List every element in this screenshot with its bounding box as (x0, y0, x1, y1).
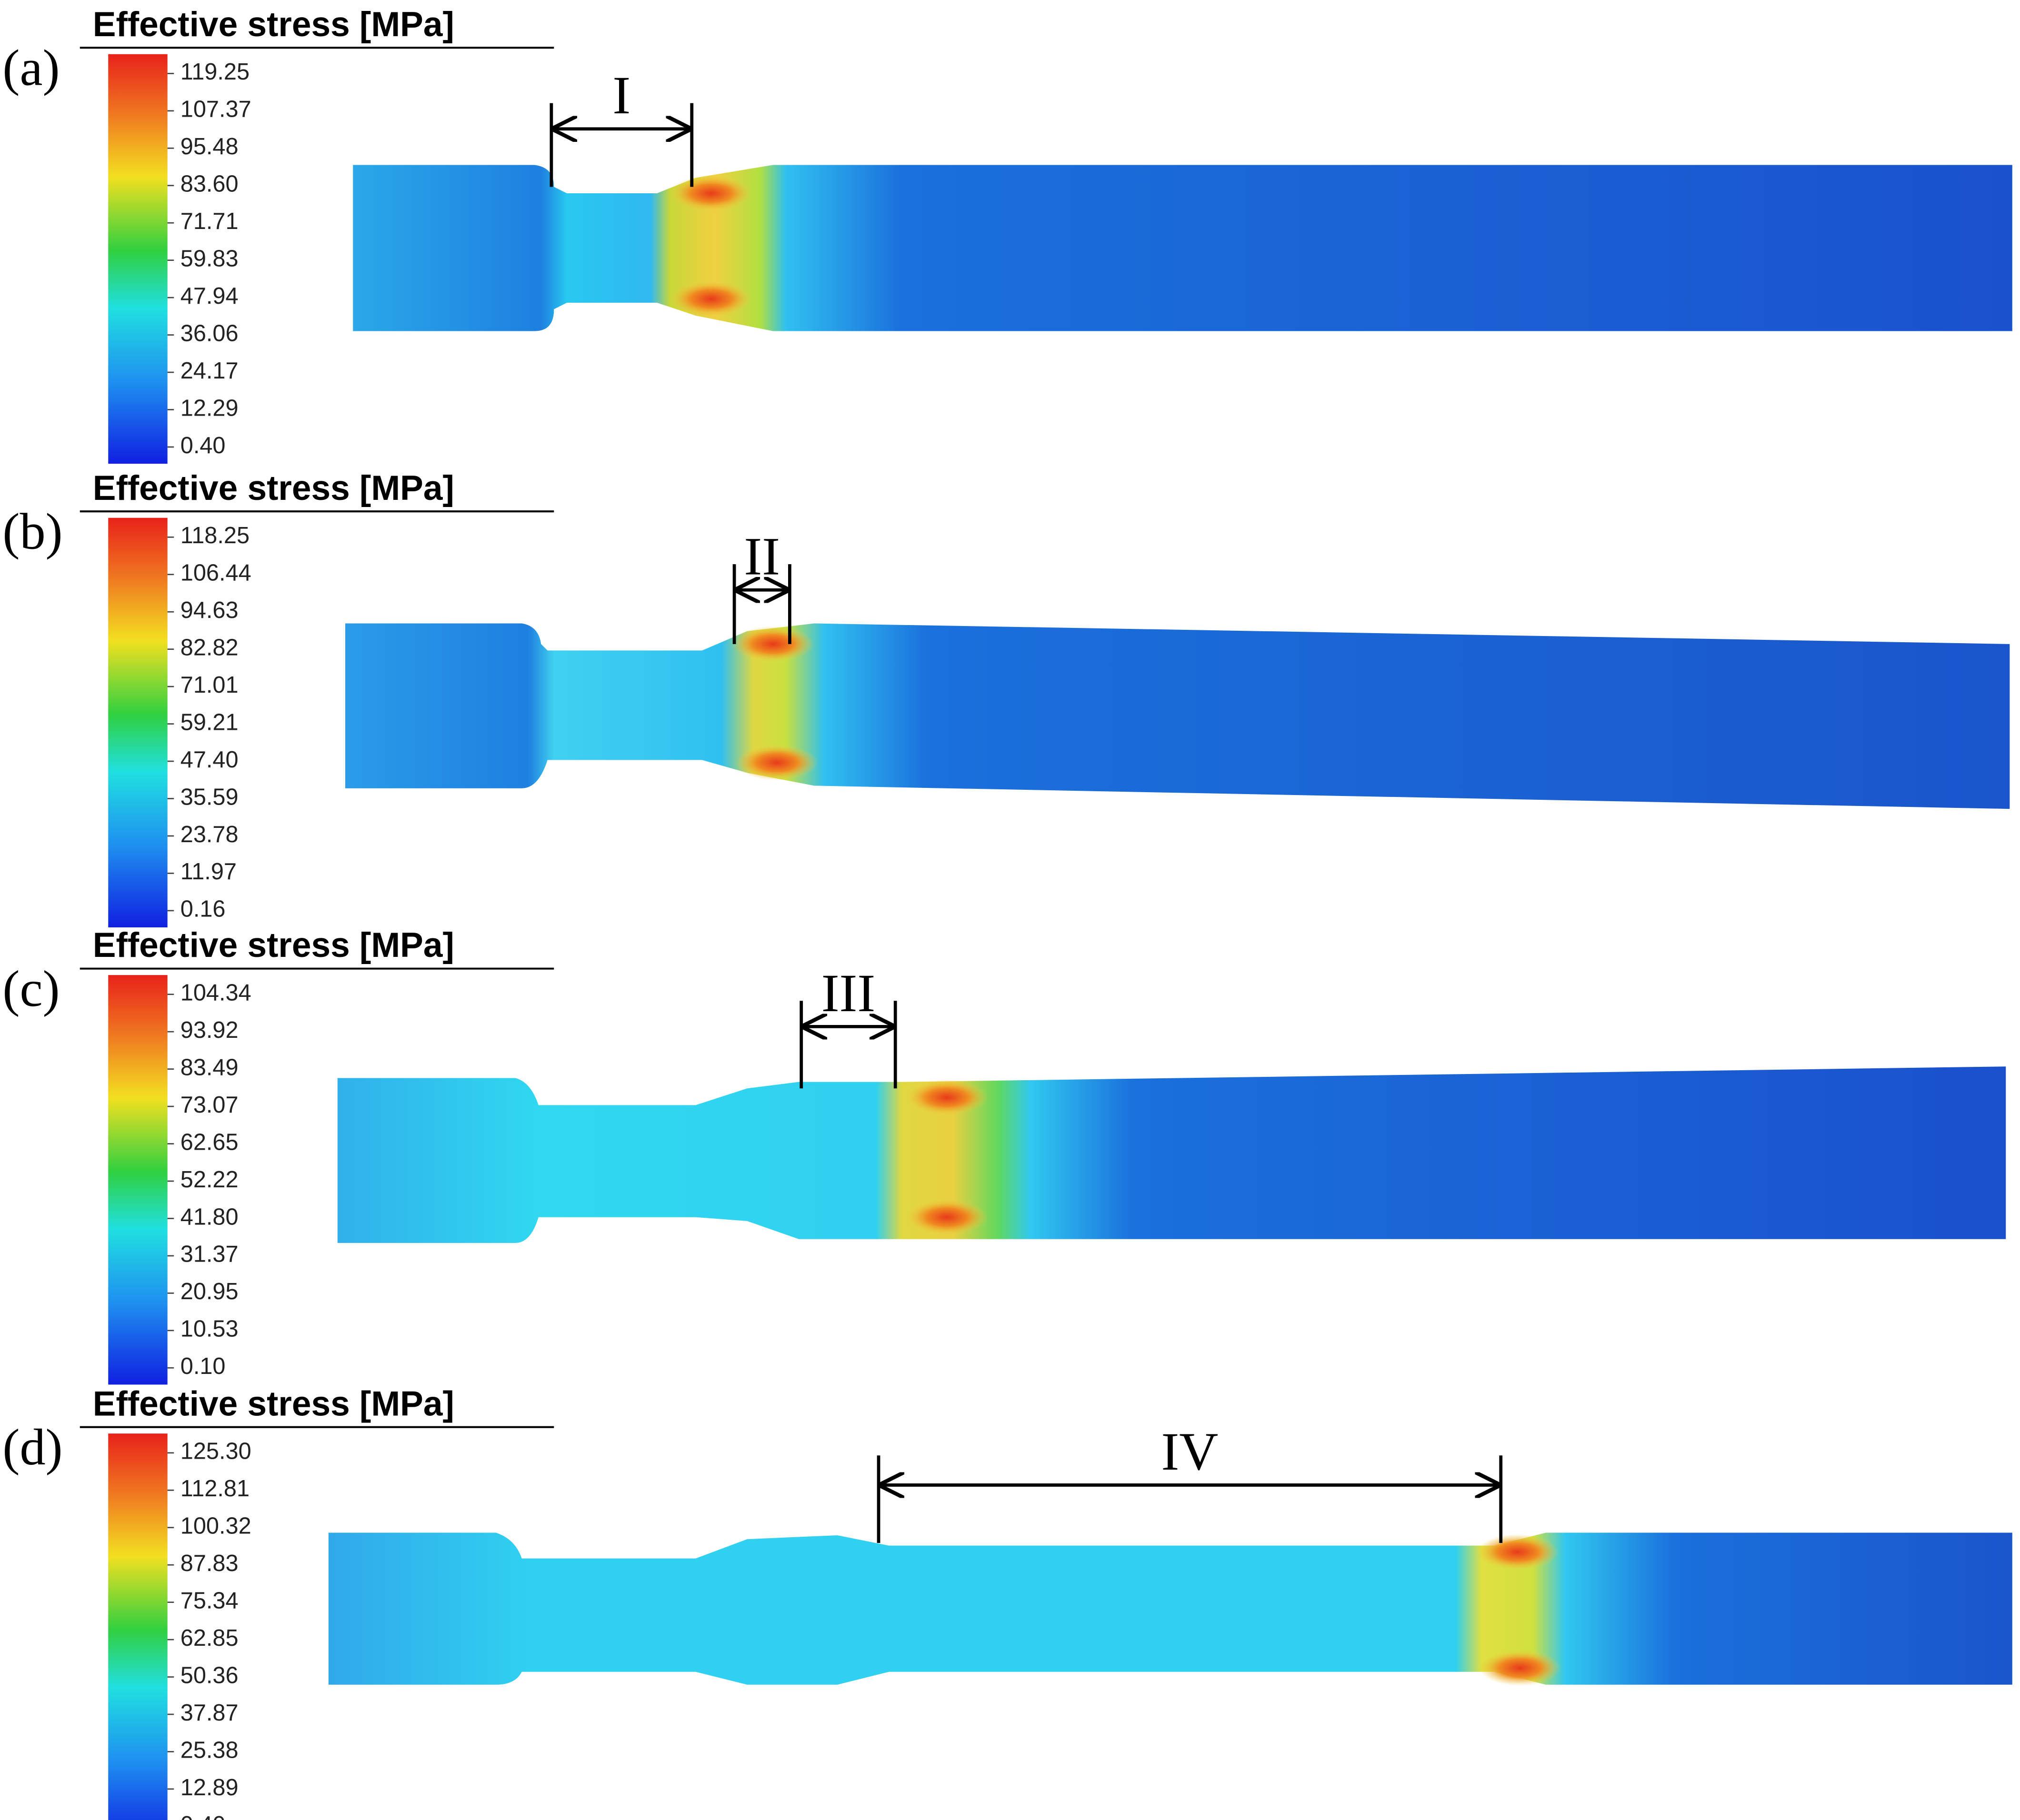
tick-label: 47.94 (180, 283, 239, 309)
tick-label: 59.21 (180, 709, 239, 735)
tick-label: 12.29 (180, 395, 239, 421)
specimen (353, 165, 2012, 331)
panel: (a) Effective stress [MPa] 119.25 107.37 95.… (2, 5, 2012, 464)
stress-hotspot (670, 175, 752, 211)
panel: (b) Effective stress [MPa] 118.25 106.44 94.… (2, 469, 2010, 928)
panel-label: (a) (2, 40, 60, 97)
specimen (345, 623, 2010, 809)
tick-label: 71.71 (180, 209, 239, 234)
stress-hotspot (731, 626, 814, 662)
tick-label: 25.38 (180, 1737, 239, 1763)
color-bar (108, 975, 168, 1385)
tick-label: 118.25 (180, 523, 250, 548)
tick-label: 50.36 (180, 1662, 239, 1688)
tick-label: 24.17 (180, 358, 239, 384)
tick-label: 23.78 (180, 822, 239, 847)
tick-label: 107.37 (180, 97, 251, 122)
tick-label: 47.40 (180, 747, 239, 773)
tick-label: 35.59 (180, 784, 239, 810)
tick-label: 125.30 (180, 1439, 251, 1464)
tick-label: 87.83 (180, 1551, 239, 1576)
tick-label: 93.92 (180, 1017, 239, 1043)
stress-hotspot (735, 744, 818, 781)
legend-title: Effective stress [MPa] (93, 1384, 454, 1423)
tick-label: 104.34 (180, 980, 251, 1006)
tick-label: 36.06 (180, 320, 239, 346)
tick-label: 62.65 (180, 1129, 239, 1155)
color-bar (108, 54, 168, 464)
specimen (337, 1066, 2006, 1243)
tick-label: 83.60 (180, 171, 239, 197)
tick-label: 106.44 (180, 560, 251, 586)
tick-label: 0.40 (180, 433, 226, 458)
specimen (328, 1532, 2012, 1685)
stress-hotspot (905, 1079, 989, 1116)
tick-label: 94.63 (180, 597, 239, 623)
color-bar (108, 1433, 168, 1820)
panel-label: (c) (2, 961, 60, 1017)
stress-hotspot (670, 280, 752, 317)
tick-label: 11.97 (180, 859, 237, 885)
tick-label: 0.40 (180, 1812, 226, 1820)
tick-label: 12.89 (180, 1775, 239, 1800)
stress-hotspot (905, 1199, 989, 1235)
tick-label: 10.53 (180, 1316, 239, 1342)
tick-label: 119.25 (180, 59, 250, 85)
region-label: II (744, 527, 780, 587)
legend-title: Effective stress [MPa] (93, 5, 454, 44)
tick-label: 0.16 (180, 896, 226, 922)
tick-label: 59.83 (180, 246, 239, 272)
tick-label: 112.81 (180, 1476, 250, 1502)
stress-hotspot (1476, 1534, 1559, 1570)
panel: (c) Effective stress [MPa] 104.34 93.92 83.4… (2, 926, 2006, 1385)
tick-label: 62.85 (180, 1625, 239, 1651)
panel-label: (b) (2, 504, 62, 560)
tick-label: 31.37 (180, 1242, 239, 1267)
stress-hotspot (1479, 1650, 1561, 1686)
color-bar (108, 517, 168, 928)
region-label: III (821, 963, 876, 1023)
tick-label: 75.34 (180, 1588, 239, 1613)
legend-title: Effective stress [MPa] (93, 926, 454, 965)
tick-label: 0.10 (180, 1353, 226, 1379)
tick-label: 73.07 (180, 1092, 239, 1118)
region-label: I (612, 65, 630, 125)
tick-label: 100.32 (180, 1513, 251, 1539)
legend-title: Effective stress [MPa] (93, 469, 454, 507)
tick-label: 82.82 (180, 635, 239, 661)
tick-label: 37.87 (180, 1700, 239, 1726)
region-label: IV (1161, 1422, 1218, 1482)
panel-label: (d) (2, 1419, 62, 1476)
tick-label: 95.48 (180, 134, 239, 159)
tick-label: 52.22 (180, 1167, 239, 1193)
tick-label: 71.01 (180, 672, 239, 698)
panel: (d) Effective stress [MPa] 125.30 112.81 100… (2, 1384, 2012, 1820)
tick-label: 41.80 (180, 1204, 239, 1230)
tick-label: 20.95 (180, 1279, 239, 1304)
tick-label: 83.49 (180, 1054, 239, 1080)
